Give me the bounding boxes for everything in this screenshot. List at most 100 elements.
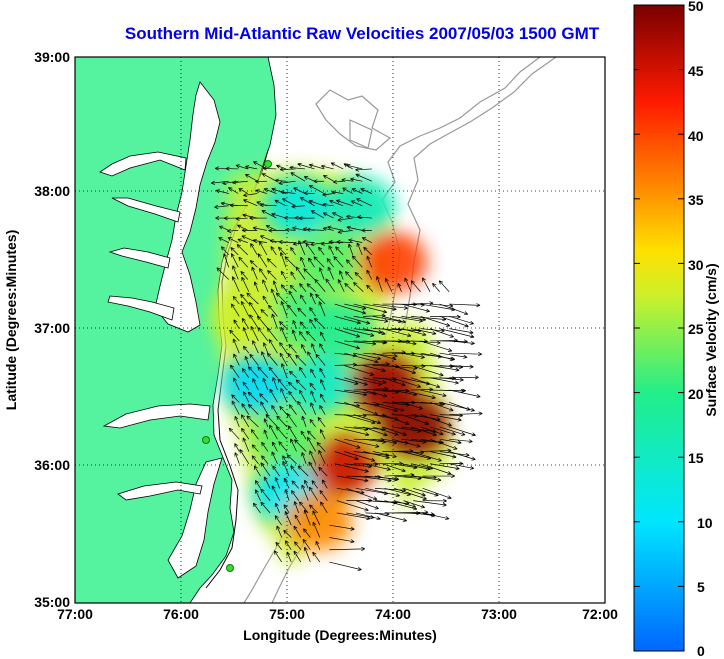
velocity-arrow [291,204,306,209]
velocity-arrow [351,255,363,268]
velocity-arrow [279,252,287,268]
velocity-arrow [249,314,259,329]
velocity-arrow [410,340,441,345]
velocity-arrow [439,377,464,382]
velocity-arrow [289,165,306,170]
velocity-arrow [420,340,453,352]
velocity-arrow [344,402,379,416]
velocity-arrow [228,427,240,440]
y-tick-label: 36:00 [34,457,70,473]
velocity-arrow [263,188,277,194]
velocity-arrow [280,270,287,280]
velocity-arrow [261,173,277,182]
velocity-arrow [237,224,248,231]
velocity-arrow [449,352,483,357]
velocity-arrow [430,365,460,372]
velocity-arrow [320,379,326,391]
velocity-arrow [327,225,344,231]
velocity-arrow [310,402,316,415]
velocity-arrow [241,228,258,233]
velocity-patch [284,491,353,552]
velocity-arrow [299,366,307,378]
velocity-arrow [438,280,450,293]
velocity-arrow [410,451,442,462]
velocity-arrow [312,551,321,563]
velocity-arrow [286,413,297,428]
velocity-arrow [304,479,309,489]
velocity-arrow [311,343,316,354]
velocity-arrow [251,455,259,464]
velocity-arrow [303,509,311,526]
velocity-arrow [363,451,390,460]
velocity-arrow [275,541,282,550]
velocity-arrow [263,476,271,489]
velocity-arrow [257,366,269,379]
velocity-arrow [329,524,355,531]
velocity-arrow [401,316,427,322]
velocity-arrow [299,294,307,305]
velocity-arrow [317,417,326,428]
velocity-arrow [281,363,288,378]
velocity-arrow [337,217,353,222]
velocity-arrow [401,303,430,313]
velocity-arrow [251,444,259,452]
velocity-arrow [245,173,258,182]
velocity-arrow [301,415,307,428]
velocity-arrow [318,450,326,464]
velocity-arrow [310,390,316,403]
velocity-arrow [382,377,406,387]
velocity-arrow [247,366,259,379]
velocity-arrow [336,199,353,207]
velocity-arrow [449,389,481,399]
velocity-patch [221,354,290,415]
velocity-arrow [391,340,417,346]
velocity-arrow [382,426,407,436]
velocity-arrow [271,187,287,194]
velocity-arrow [234,443,240,452]
velocity-arrow [330,162,344,170]
velocity-arrow [449,402,471,411]
velocity-arrow [278,180,296,186]
velocity-arrow [309,450,316,464]
pamlico-sound [167,457,223,579]
velocity-arrow [318,466,328,477]
velocity-arrow [334,463,369,473]
velocity-arrow [271,212,287,219]
velocity-arrow [308,184,325,194]
velocity-arrow [315,353,326,366]
x-tick-label: 72:00 [582,606,618,622]
velocity-arrow [288,404,297,415]
velocity-arrow [382,316,406,324]
y-tick-label: 37:00 [34,320,70,336]
velocity-arrow [432,282,440,293]
velocity-arrow [274,550,282,563]
river-rappahannock [111,197,181,223]
velocity-arrow [430,463,460,471]
velocity-arrow [299,501,309,514]
velocity-arrow [410,280,421,293]
velocity-arrow [242,391,250,403]
velocity-arrow [363,377,387,385]
velocity-arrow [231,394,240,403]
velocity-arrow [251,266,258,280]
velocity-arrow [290,438,297,452]
velocity-arrow [245,165,258,170]
velocity-arrow [301,344,307,354]
velocity-arrow [271,485,280,501]
velocity-arrow [282,460,290,477]
velocity-arrow [393,500,416,508]
velocity-arrow [299,321,307,329]
velocity-arrow [350,200,363,207]
velocity-arrow [430,414,462,422]
velocity-arrow [310,242,325,247]
velocity-arrow [329,546,366,551]
velocity-arrow [272,377,278,391]
velocity-arrow [366,255,373,268]
velocity-arrow [360,188,372,194]
velocity-arrow [363,328,386,336]
velocity-arrow [322,202,334,207]
velocity-arrow [298,216,315,221]
velocity-arrow [234,416,240,428]
velocity-arrow [305,330,316,342]
velocity-arrow [283,504,290,514]
